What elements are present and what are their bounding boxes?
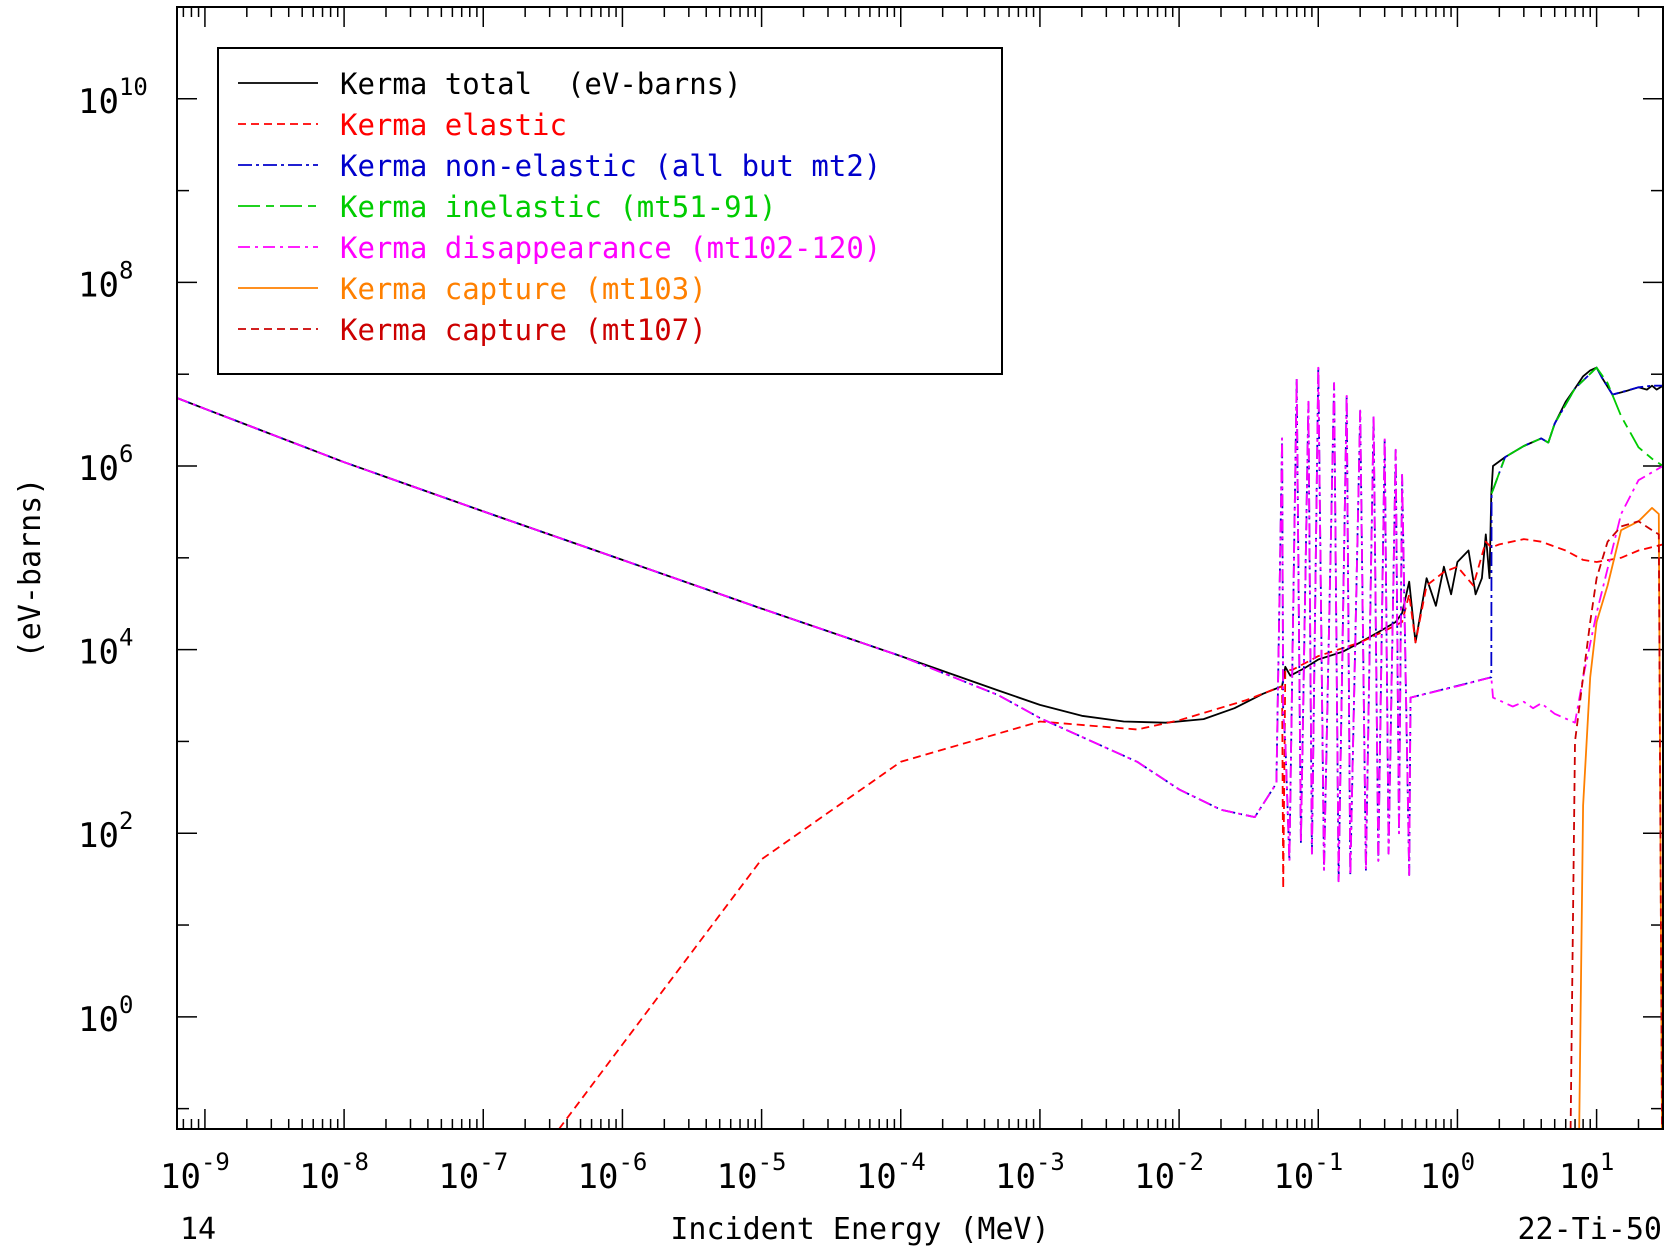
plot-frame (176, 6, 1664, 1130)
y-tick-label: 102 (78, 807, 133, 856)
y-tick-label: 1010 (78, 73, 148, 122)
series-line-3 (1490, 366, 1663, 494)
y-tick-label: 106 (78, 440, 133, 489)
y-tick-labels: 100 102 104 106 108 1010 (78, 73, 148, 1040)
series-lines (177, 366, 1663, 1129)
y-tick-label: 104 (78, 624, 133, 673)
legend-items: Kerma total (eV-barns) Kerma elastic Kerma… (238, 67, 881, 347)
series-line-4 (177, 366, 1663, 883)
legend-label: Kerma disappearance (mt102-120) (340, 231, 881, 265)
legend-label: Kerma capture (mt103) (340, 272, 707, 306)
series-line-5 (1578, 507, 1663, 1129)
x-tick-label: 100 (1420, 1148, 1475, 1197)
x-tick-label: 101 (1559, 1148, 1614, 1197)
legend-label: Kerma total (eV-barns) (340, 67, 742, 101)
series-line-2 (177, 366, 1663, 883)
x-tick-label: 10-7 (438, 1148, 508, 1197)
x-tick-label: 10-3 (995, 1148, 1065, 1197)
y-tick-label: 108 (78, 256, 133, 305)
legend-label: Kerma elastic (340, 108, 567, 142)
x-tick-label: 10-1 (1273, 1148, 1343, 1197)
x-tick-label: 10-9 (160, 1148, 230, 1197)
x-tick-labels: 10-9 10-8 10-7 10-6 10-5 10-4 10-3 10-2 10-1 100 1… (160, 1148, 1614, 1197)
bottom-left-label: 14 (180, 1212, 216, 1247)
x-tick-label: 10-5 (717, 1148, 787, 1197)
series-line-6 (1569, 520, 1663, 1129)
x-axis-title: Incident Energy (MeV) (670, 1212, 1049, 1247)
y-axis-title: (eV-barns) (13, 478, 48, 659)
x-tick-label: 10-6 (577, 1148, 647, 1197)
legend-label: Kerma non-elastic (all but mt2) (340, 149, 881, 183)
series-line-0 (177, 366, 1663, 724)
y-tick-label: 100 (78, 991, 133, 1040)
legend: Kerma total (eV-barns) Kerma elastic Kerma… (217, 47, 1003, 375)
x-tick-label: 10-4 (856, 1148, 926, 1197)
bottom-right-label: 22-Ti-50 (1518, 1212, 1663, 1247)
legend-label: Kerma capture (mt107) (340, 313, 707, 347)
legend-box (217, 47, 1003, 375)
legend-label: Kerma inelastic (mt51-91) (340, 190, 777, 224)
x-tick-label: 10-8 (299, 1148, 369, 1197)
x-tick-label: 10-2 (1134, 1148, 1204, 1197)
